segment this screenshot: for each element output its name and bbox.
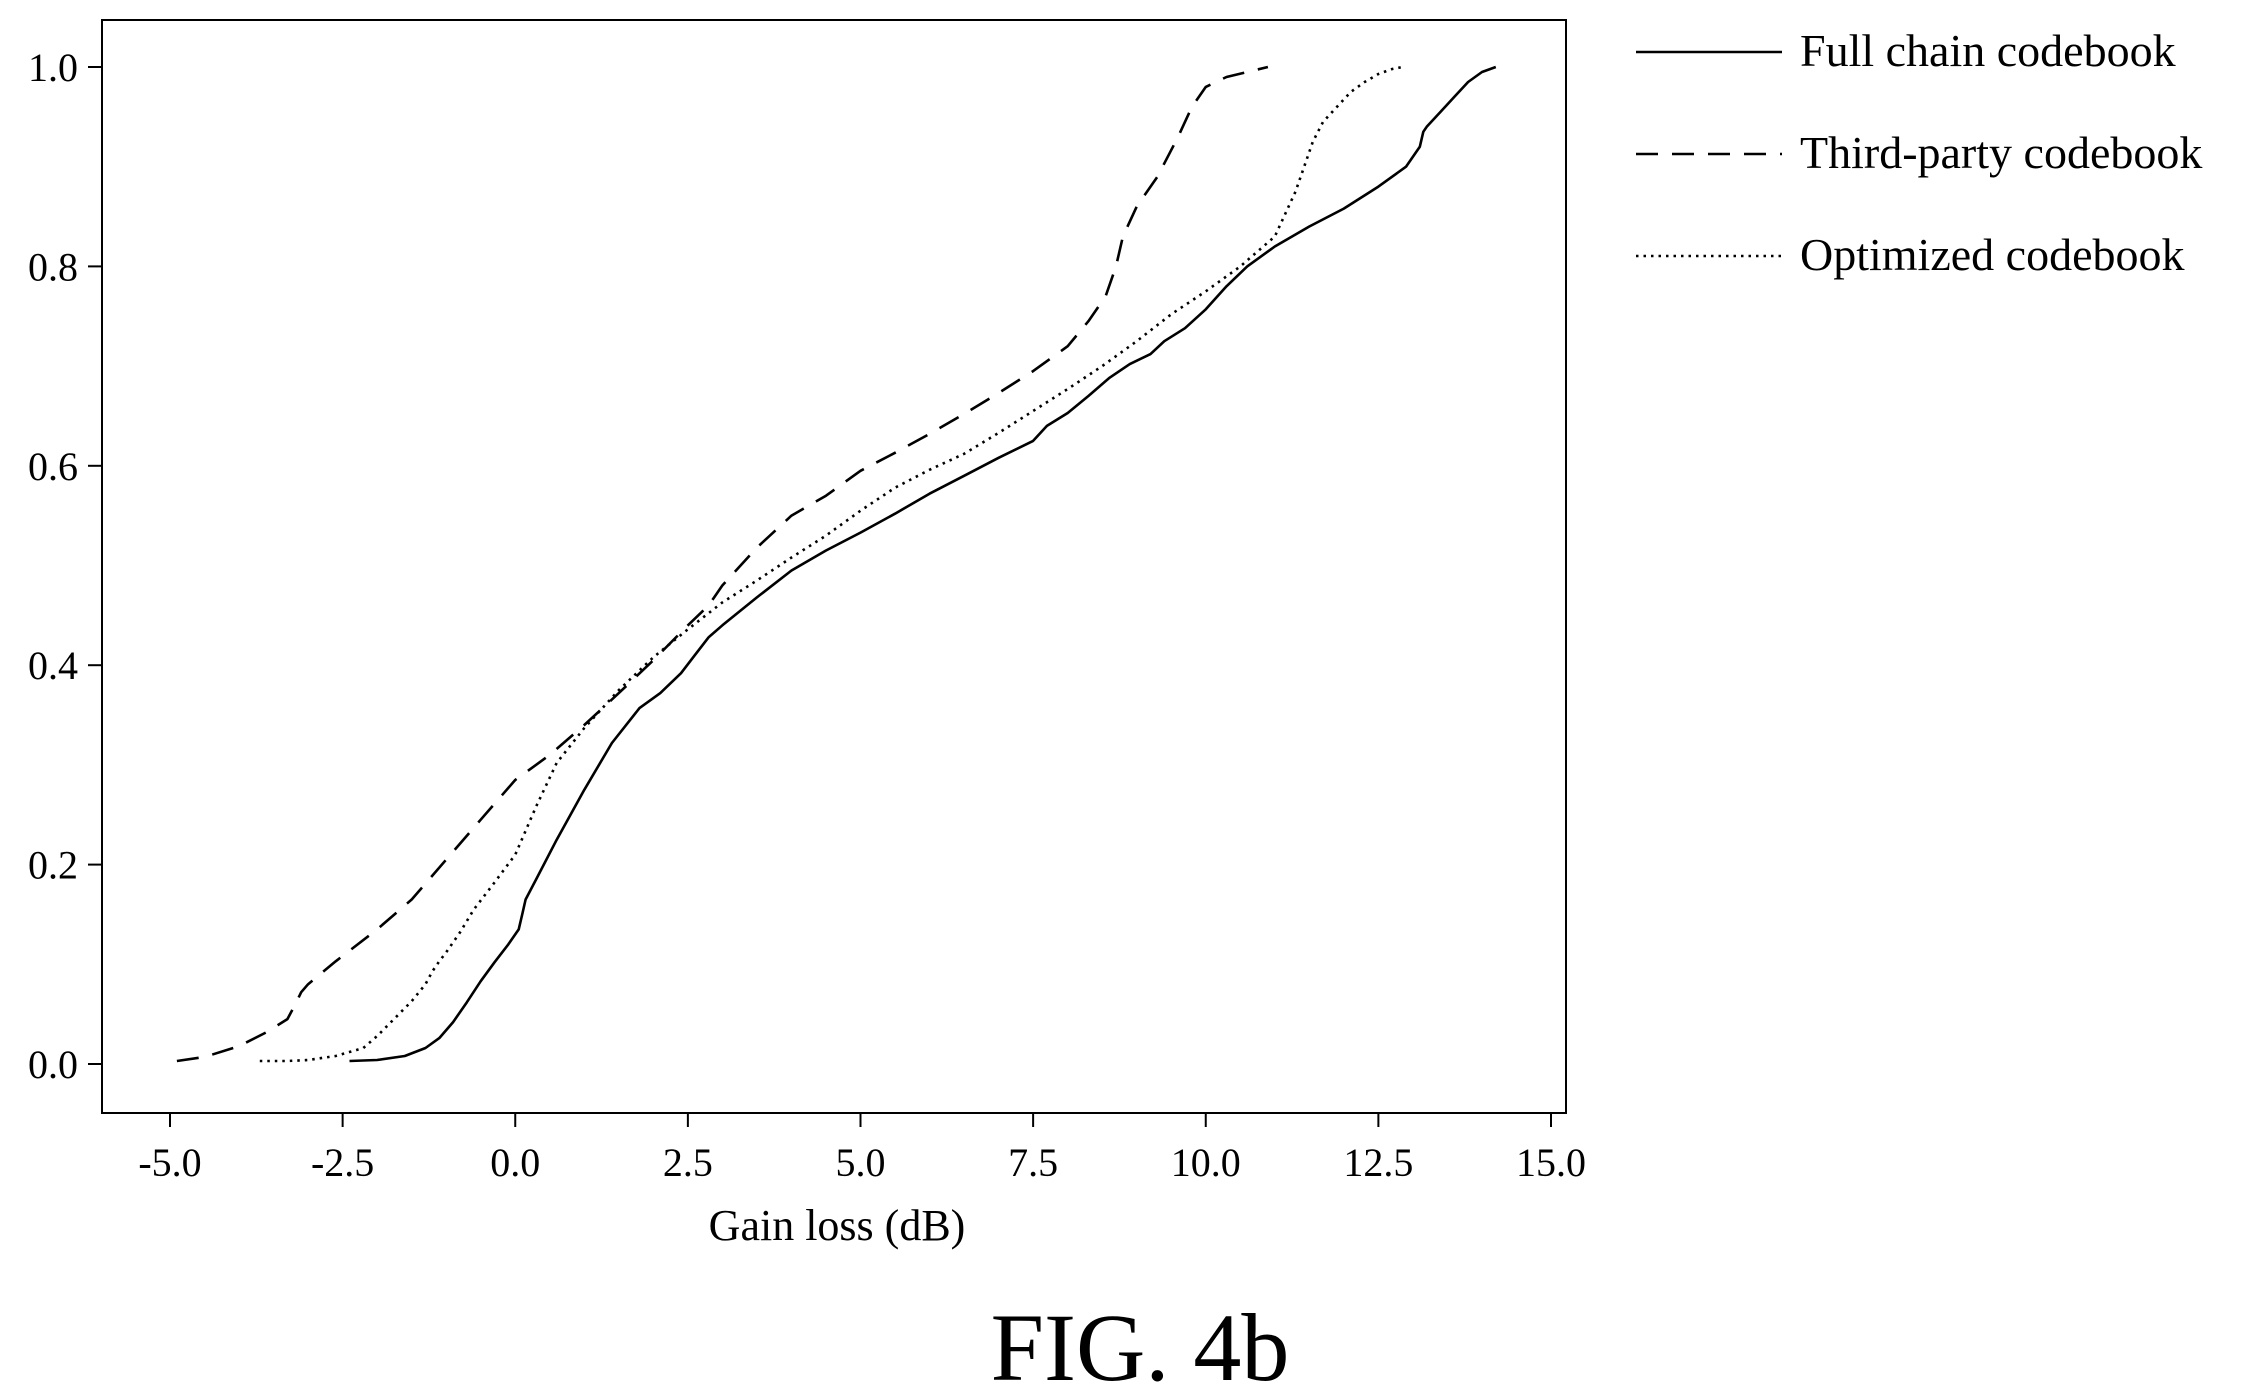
x-axis-ticks: -5.0 -2.5 0.0 2.5 5.0 7.5 10.0 12.5 15.0 (138, 1113, 1586, 1185)
x-tick-label: 5.0 (836, 1140, 886, 1185)
series-line-dotted (259, 65, 1403, 1063)
plot-frame (101, 19, 1567, 1114)
y-tick-label: 0.2 (28, 843, 78, 888)
x-tick-label: 15.0 (1516, 1140, 1586, 1185)
legend-label: Full chain codebook (1800, 25, 2176, 76)
legend: Full chain codebook Third-party codebook O… (1636, 25, 2202, 280)
y-tick-label: 0.6 (28, 444, 78, 489)
x-tick-label: 0.0 (490, 1140, 540, 1185)
x-tick-label: -5.0 (138, 1140, 201, 1185)
legend-label: Optimized codebook (1800, 229, 2185, 280)
x-tick-label: 12.5 (1343, 1140, 1413, 1185)
series-line-dashed (176, 65, 1269, 1063)
x-tick-label: -2.5 (311, 1140, 374, 1185)
x-tick-label: 2.5 (663, 1140, 713, 1185)
legend-label: Third-party codebook (1800, 127, 2202, 178)
y-tick-label: 0.0 (28, 1042, 78, 1087)
y-axis-ticks: 0.0 0.2 0.4 0.6 0.8 1.0 (28, 45, 102, 1087)
series-line-solid (349, 65, 1497, 1063)
y-tick-label: 1.0 (28, 45, 78, 90)
series-lines (176, 65, 1497, 1063)
x-axis-title: Gain loss (dB) (709, 1201, 966, 1250)
y-tick-label: 0.4 (28, 643, 78, 688)
figure-caption: FIG. 4b (991, 1294, 1290, 1399)
x-tick-label: 7.5 (1008, 1140, 1058, 1185)
y-tick-label: 0.8 (28, 244, 78, 289)
x-tick-label: 10.0 (1171, 1140, 1241, 1185)
